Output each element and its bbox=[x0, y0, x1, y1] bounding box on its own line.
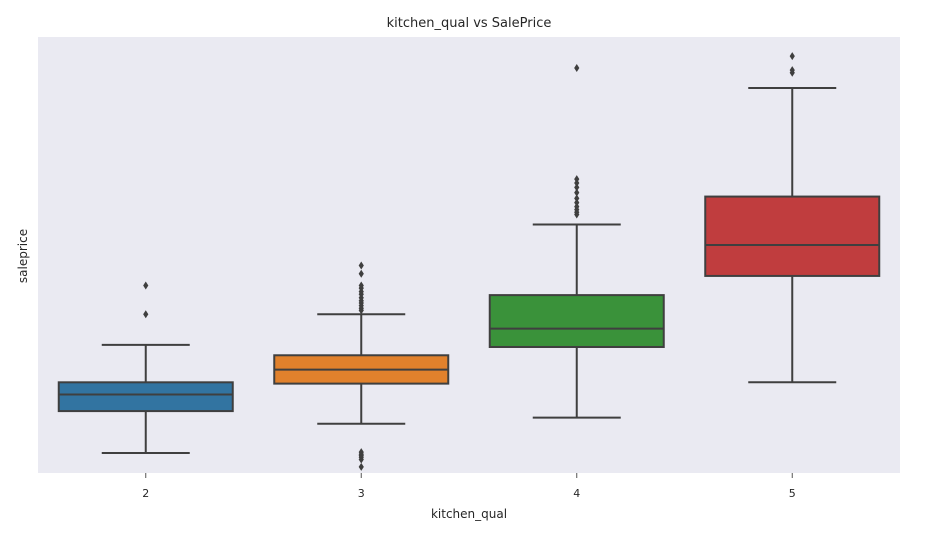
box-group-5 bbox=[704, 52, 881, 384]
box-iqr bbox=[704, 195, 881, 277]
outlier-point bbox=[143, 281, 149, 290]
outlier-point bbox=[574, 183, 580, 192]
outlier-point bbox=[789, 52, 795, 61]
outlier-point bbox=[358, 261, 364, 270]
outlier-point bbox=[789, 66, 795, 75]
box-group-4 bbox=[488, 63, 665, 419]
x-tick-label: 2 bbox=[142, 487, 149, 500]
chart-title: kitchen_qual vs SalePrice bbox=[387, 16, 552, 31]
x-tick-label: 3 bbox=[358, 487, 365, 500]
outlier-point bbox=[574, 198, 580, 207]
outlier-point bbox=[358, 448, 364, 457]
outlier-point bbox=[143, 310, 149, 319]
outlier-point bbox=[574, 175, 580, 184]
outlier-point bbox=[358, 281, 364, 290]
x-tick-label: 4 bbox=[573, 487, 580, 500]
x-axis-label: kitchen_qual bbox=[431, 507, 507, 521]
outlier-point bbox=[358, 462, 364, 471]
outlier-point bbox=[358, 269, 364, 278]
x-ticks: 2 3 4 5 bbox=[142, 473, 796, 500]
box-iqr bbox=[57, 381, 234, 413]
y-axis-label: saleprice bbox=[16, 229, 30, 283]
boxes-layer bbox=[57, 52, 881, 471]
box-iqr bbox=[488, 294, 665, 348]
outlier-point bbox=[574, 63, 580, 72]
x-tick-label: 5 bbox=[789, 487, 796, 500]
box-group-3 bbox=[273, 261, 450, 471]
outlier-point bbox=[574, 188, 580, 197]
outlier-point bbox=[574, 194, 580, 203]
box-group-2 bbox=[57, 281, 234, 454]
